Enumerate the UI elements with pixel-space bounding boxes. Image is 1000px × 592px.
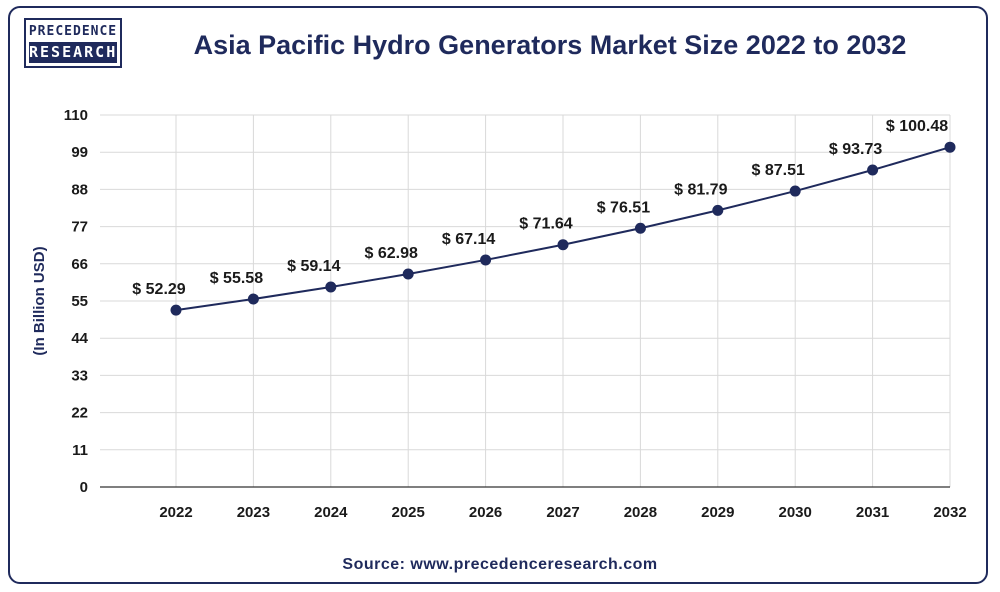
- x-tick-label: 2029: [701, 504, 734, 521]
- x-tick-label: 2022: [159, 504, 192, 521]
- y-tick-label: 33: [71, 367, 88, 384]
- data-label: $ 93.73: [829, 141, 882, 158]
- data-point: [712, 204, 724, 216]
- data-point: [247, 293, 259, 305]
- data-label: $ 71.64: [519, 216, 572, 233]
- x-tick-label: 2028: [624, 504, 657, 521]
- data-point: [557, 239, 569, 251]
- y-tick-label: 110: [64, 107, 88, 124]
- data-point: [634, 222, 646, 234]
- x-tick-label: 2031: [856, 504, 889, 521]
- y-tick-label: 77: [71, 219, 88, 236]
- x-tick-label: 2025: [392, 504, 425, 521]
- precedence-research-logo: PRECEDENCE RESEARCH: [24, 18, 122, 68]
- x-tick-label: 2030: [779, 504, 812, 521]
- y-tick-label: 88: [71, 181, 88, 198]
- y-tick-label: 44: [71, 330, 88, 347]
- x-tick-label: 2027: [546, 504, 579, 521]
- y-tick-label: 11: [72, 442, 88, 459]
- y-axis-label: (In Billion USD): [31, 246, 48, 355]
- chart-frame: [8, 6, 988, 584]
- data-label: $ 67.14: [442, 231, 495, 248]
- data-point: [789, 185, 801, 197]
- source-note: Source: www.precedenceresearch.com: [342, 556, 658, 573]
- data-label: $ 55.58: [210, 270, 263, 287]
- x-tick-label: 2032: [933, 504, 966, 521]
- data-label: $ 100.48: [886, 118, 948, 135]
- data-point: [480, 254, 492, 266]
- chart-title: Asia Pacific Hydro Generators Market Siz…: [193, 30, 907, 60]
- data-point: [867, 164, 879, 176]
- data-label: $ 76.51: [597, 199, 650, 216]
- x-tick-label: 2023: [237, 504, 270, 521]
- y-tick-label: 99: [71, 144, 88, 161]
- data-point: [402, 268, 414, 280]
- logo-line-1: PRECEDENCE: [28, 24, 118, 39]
- data-label: $ 59.14: [287, 258, 340, 275]
- data-label: $ 87.51: [752, 162, 805, 179]
- x-tick-label: 2024: [314, 504, 348, 521]
- y-tick-label: 55: [71, 293, 88, 310]
- y-tick-label: 66: [71, 256, 88, 273]
- y-tick-label: 0: [80, 479, 88, 496]
- x-tick-label: 2026: [469, 504, 502, 521]
- data-point: [944, 141, 956, 153]
- y-tick-label: 22: [71, 405, 88, 422]
- logo-line-2: RESEARCH: [29, 42, 118, 63]
- data-label: $ 62.98: [365, 245, 418, 262]
- data-point: [325, 281, 337, 293]
- data-label: $ 52.29: [132, 281, 185, 298]
- data-point: [170, 304, 182, 316]
- data-label: $ 81.79: [674, 181, 727, 198]
